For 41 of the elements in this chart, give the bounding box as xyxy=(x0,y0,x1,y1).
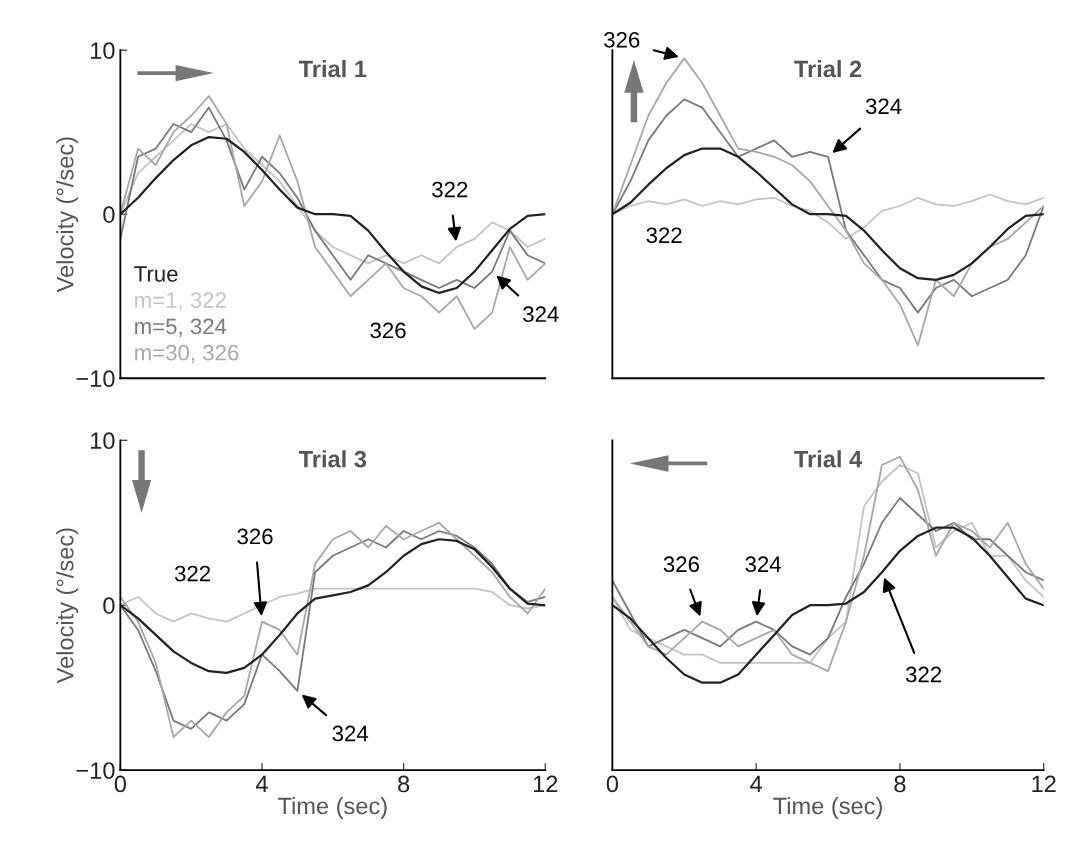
text: True xyxy=(134,266,178,282)
x-tick-label: 0 xyxy=(114,775,126,793)
x-tick-label: 12 xyxy=(533,775,558,793)
text: m=30, 326 xyxy=(135,344,239,364)
chart-title: Trial 1 xyxy=(298,59,367,78)
line-series xyxy=(120,106,546,289)
chart-title: Trial 3 xyxy=(298,450,367,468)
annotation: 324 xyxy=(332,725,369,742)
chart-title: Trial 2 xyxy=(794,59,862,78)
y-axis-title: Velocity (°/sec) xyxy=(56,137,79,293)
y-tick-label: −10 xyxy=(76,370,115,388)
y-tick-label: 10 xyxy=(91,42,115,59)
annotation: 322 xyxy=(174,565,211,582)
x-tick-label: 4 xyxy=(255,775,268,793)
x-tick-label: 8 xyxy=(398,775,410,793)
y-tick-label: 0 xyxy=(103,597,115,614)
line-series xyxy=(120,587,546,623)
annotation: 324 xyxy=(745,556,781,573)
x-tick-label: 8 xyxy=(894,775,906,793)
y-axis-title: Velocity (°/sec) xyxy=(56,528,79,684)
x-tick-label: 12 xyxy=(1032,775,1056,793)
annotation: 322 xyxy=(646,227,682,244)
annotation: 324 xyxy=(523,306,559,323)
y-tick-label: −10 xyxy=(76,762,115,779)
x-axis-title: Time (sec) xyxy=(278,796,387,819)
annotation: 326 xyxy=(370,322,406,339)
annotation: 326 xyxy=(604,31,640,48)
line-series xyxy=(120,123,546,265)
x-tick-label: 0 xyxy=(606,775,619,793)
text: m=5, 324 xyxy=(135,318,227,337)
chart-title: Trial 4 xyxy=(794,450,863,468)
annotation: 324 xyxy=(865,98,902,115)
annotation: 322 xyxy=(905,666,942,683)
annotation: 326 xyxy=(663,556,699,573)
annotation: 322 xyxy=(432,181,468,198)
text: m=1, 322 xyxy=(135,292,226,311)
y-tick-label: 10 xyxy=(91,432,115,450)
x-axis-title: Time (sec) xyxy=(773,796,882,819)
y-tick-label: 0 xyxy=(103,206,115,223)
annotation: 326 xyxy=(237,528,273,545)
x-tick-label: 4 xyxy=(750,775,763,793)
